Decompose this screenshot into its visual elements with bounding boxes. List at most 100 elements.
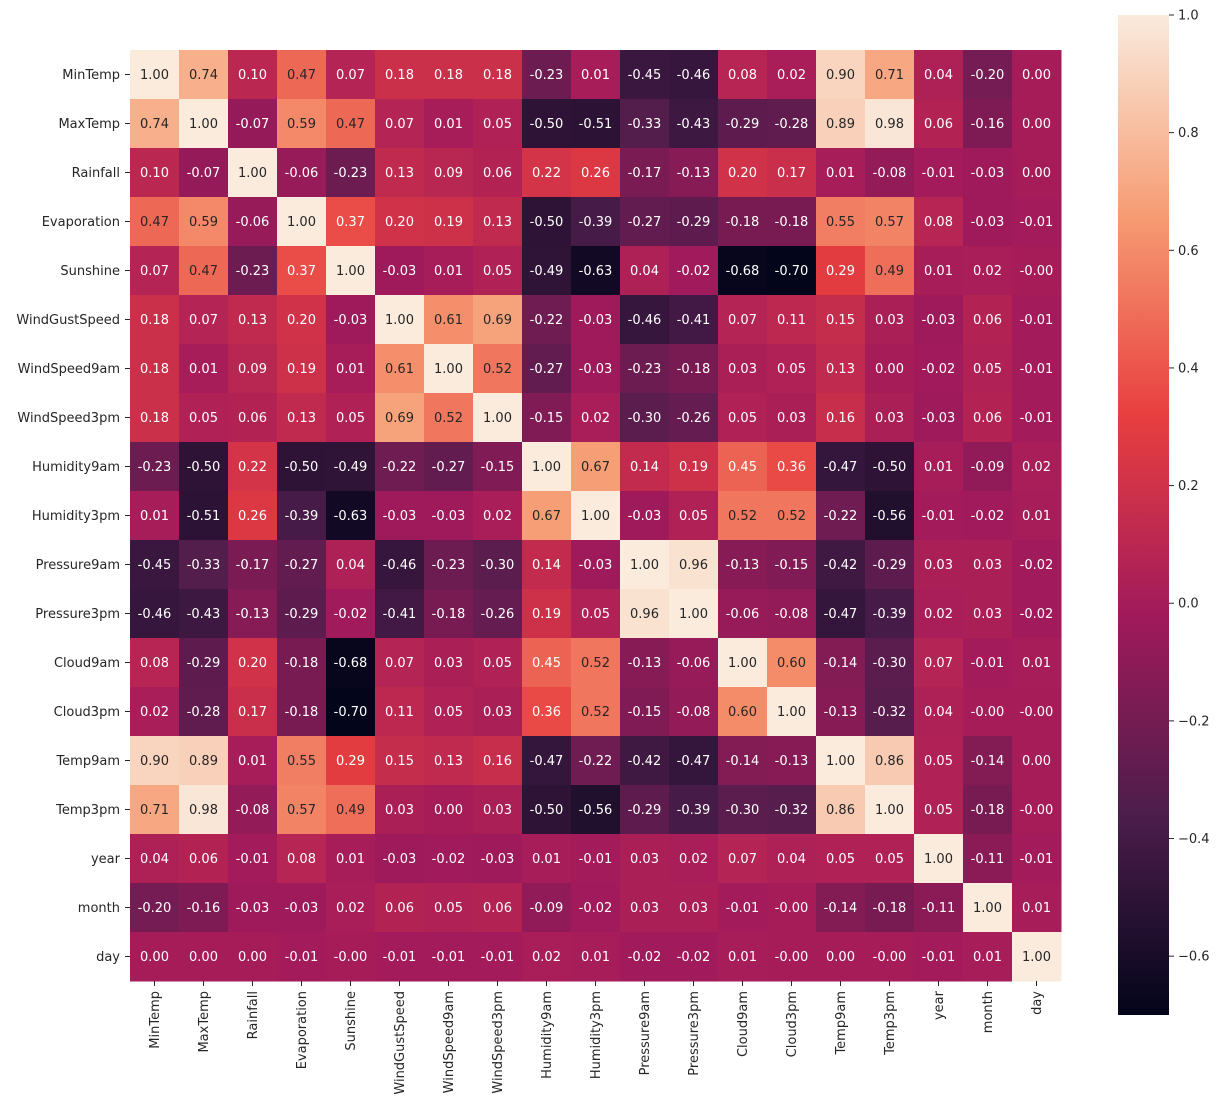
heatmap-cell — [130, 932, 180, 982]
cell-value-label: 0.05 — [728, 411, 757, 426]
heatmap-cell — [179, 834, 229, 884]
cell-value-label: 0.29 — [826, 264, 855, 279]
heatmap-cell — [865, 834, 915, 884]
cell-value-label: -0.47 — [824, 460, 858, 475]
cell-value-label: 1.00 — [238, 166, 267, 181]
heatmap-cell — [1012, 785, 1062, 835]
cell-value-label: 0.01 — [434, 264, 463, 279]
heatmap-cell — [228, 736, 278, 786]
cell-value-label: 0.96 — [630, 607, 659, 622]
cell-value-label: -0.56 — [579, 803, 613, 818]
heatmap-cell — [522, 638, 572, 688]
heatmap-cell — [375, 393, 425, 443]
heatmap-cell — [277, 491, 327, 541]
heatmap-cell — [277, 99, 327, 149]
heatmap-cell — [1012, 246, 1062, 296]
column-label: year — [932, 990, 947, 1020]
column-label: Temp9am — [834, 991, 849, 1056]
cell-value-label: 0.08 — [924, 215, 953, 230]
cell-value-label: 0.03 — [973, 607, 1002, 622]
heatmap-cell — [816, 589, 866, 639]
cell-value-label: -0.15 — [628, 705, 662, 720]
heatmap-cell — [718, 834, 768, 884]
heatmap-cell — [963, 50, 1013, 100]
heatmap-cell — [326, 491, 376, 541]
cell-value-label: 0.13 — [287, 411, 316, 426]
row-label: WindSpeed9am — [18, 362, 120, 377]
cell-value-label: 0.02 — [140, 705, 169, 720]
heatmap-cell — [424, 344, 474, 394]
cell-value-label: -0.02 — [628, 950, 662, 965]
cell-value-label: 0.89 — [826, 117, 855, 132]
cell-value-label: -0.00 — [334, 950, 368, 965]
heatmap-cell — [375, 148, 425, 198]
heatmap-cell — [179, 540, 229, 590]
cell-value-label: 1.00 — [1022, 950, 1051, 965]
cell-value-label: -0.29 — [677, 215, 711, 230]
heatmap-cell — [718, 50, 768, 100]
heatmap-cell — [375, 785, 425, 835]
cell-value-label: 0.01 — [826, 166, 855, 181]
cell-value-label: -0.03 — [383, 264, 417, 279]
cell-value-label: 0.47 — [336, 117, 365, 132]
heatmap-cell — [718, 295, 768, 345]
cell-value-label: 0.19 — [532, 607, 561, 622]
heatmap-cell — [914, 442, 964, 492]
cell-value-label: -0.18 — [677, 362, 711, 377]
cell-value-label: -0.17 — [236, 558, 270, 573]
heatmap-cell — [571, 736, 621, 786]
heatmap-cell — [179, 246, 229, 296]
heatmap-cell — [620, 99, 670, 149]
cell-value-label: -0.01 — [579, 852, 613, 867]
heatmap-cell — [1012, 393, 1062, 443]
heatmap-cell — [571, 785, 621, 835]
heatmap-cell — [669, 785, 719, 835]
cell-value-label: -0.43 — [187, 607, 221, 622]
cell-value-label: -0.20 — [138, 901, 172, 916]
heatmap-cell — [1012, 295, 1062, 345]
heatmap-cell — [914, 393, 964, 443]
heatmap-cell — [130, 246, 180, 296]
cell-value-label: 0.01 — [728, 950, 757, 965]
heatmap-cell — [669, 344, 719, 394]
cell-value-label: -0.00 — [873, 950, 907, 965]
cell-value-label: -0.50 — [530, 803, 564, 818]
heatmap-cell — [179, 785, 229, 835]
colorbar-tick-label: 0.2 — [1178, 479, 1199, 494]
cell-value-label: -0.02 — [1020, 607, 1054, 622]
cell-value-label: 0.61 — [385, 362, 414, 377]
cell-value-label: -0.07 — [187, 166, 221, 181]
heatmap-cell — [424, 540, 474, 590]
cell-value-label: 0.03 — [434, 656, 463, 671]
column-label: Sunshine — [344, 991, 359, 1051]
cell-value-label: -0.56 — [873, 509, 907, 524]
heatmap-cell — [816, 148, 866, 198]
cell-value-label: 0.47 — [287, 68, 316, 83]
heatmap-cell — [179, 99, 229, 149]
cell-value-label: 0.08 — [140, 656, 169, 671]
cell-value-label: -0.02 — [1020, 558, 1054, 573]
heatmap-cell — [669, 393, 719, 443]
heatmap-cell — [620, 148, 670, 198]
cell-value-label: -0.00 — [775, 950, 809, 965]
cell-value-label: 0.04 — [630, 264, 659, 279]
heatmap-cell — [375, 442, 425, 492]
heatmap-cell — [914, 638, 964, 688]
heatmap-cell — [277, 785, 327, 835]
heatmap-cell — [620, 638, 670, 688]
heatmap-cell — [865, 197, 915, 247]
cell-value-label: -0.29 — [628, 803, 662, 818]
colorbar-tick-label: −0.6 — [1178, 950, 1210, 965]
cell-value-label: -0.63 — [579, 264, 613, 279]
cell-value-label: 0.05 — [777, 362, 806, 377]
heatmap-cell — [326, 834, 376, 884]
heatmap-cell — [914, 50, 964, 100]
heatmap-cell — [718, 99, 768, 149]
heatmap-cell — [326, 442, 376, 492]
cell-value-label: 0.20 — [385, 215, 414, 230]
cell-value-label: -0.23 — [432, 558, 466, 573]
heatmap-cell — [669, 736, 719, 786]
heatmap-cell — [130, 148, 180, 198]
heatmap-cell — [326, 638, 376, 688]
cell-value-label: -0.23 — [138, 460, 172, 475]
